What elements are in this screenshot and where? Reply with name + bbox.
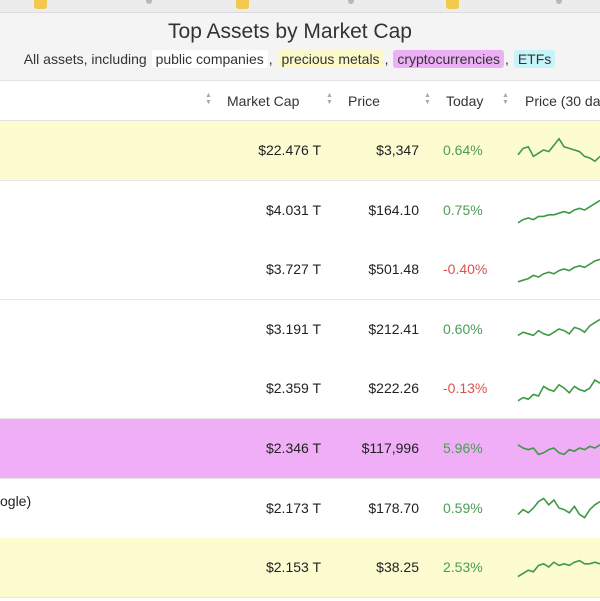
subtitle-prefix: All assets, including xyxy=(23,51,147,67)
sparkline-path xyxy=(517,318,600,337)
assets-table: ▲ ▼ Market Cap ▲ ▼ Price ▲ ▼ Today ▲ ▼ Price… xyxy=(0,80,600,601)
price-sparkline xyxy=(517,199,600,224)
price-sparkline xyxy=(517,444,600,456)
dot-icon xyxy=(556,0,562,4)
dot-icon xyxy=(146,0,152,4)
today-change: 5.96% xyxy=(443,440,483,456)
price-value: $164.10 xyxy=(368,201,419,218)
filter-precious-metals[interactable]: precious metals xyxy=(277,50,384,68)
price-sparkline xyxy=(517,137,600,163)
today-change: 0.60% xyxy=(443,320,483,337)
market-cap-value: $4.031 T xyxy=(265,201,321,218)
market-cap-value: $3.727 T xyxy=(265,261,321,278)
price-value: $501.48 xyxy=(368,261,419,278)
asset-name[interactable]: ogle) xyxy=(0,492,32,509)
today-change: -0.13% xyxy=(443,380,488,397)
sort-arrows-icon[interactable]: ▲ ▼ xyxy=(424,92,431,106)
sparkline-path xyxy=(517,199,600,224)
dot-icon xyxy=(348,0,354,4)
price-value: $38.25 xyxy=(376,559,419,576)
table-row[interactable]: $2.359 T $222.26 -0.13% xyxy=(0,359,600,420)
table-row[interactable]: $2.153 T $38.25 2.53% xyxy=(0,538,600,599)
today-change: 2.53% xyxy=(443,559,483,576)
filter-public-companies[interactable]: public companies xyxy=(151,50,268,68)
today-change: -0.40% xyxy=(443,261,488,278)
separator: , xyxy=(384,51,389,67)
market-cap-value: $22.476 T xyxy=(258,142,321,158)
today-change: 0.64% xyxy=(443,142,483,158)
sort-arrows-icon[interactable]: ▲ ▼ xyxy=(502,92,509,106)
market-cap-value: $2.359 T xyxy=(265,380,321,397)
sparkline-path xyxy=(517,137,600,163)
column-header-market-cap[interactable]: Market Cap xyxy=(227,93,300,109)
price-value: $3,347 xyxy=(376,142,419,158)
sort-arrows-icon[interactable]: ▲ ▼ xyxy=(205,92,212,106)
price-value: $222.26 xyxy=(368,380,419,397)
sort-arrows-icon[interactable]: ▲ ▼ xyxy=(326,92,333,106)
tag-icon xyxy=(446,0,459,9)
market-cap-value: $3.191 T xyxy=(265,320,321,337)
tag-icon xyxy=(236,0,249,9)
market-cap-value: $2.346 T xyxy=(265,440,321,456)
filter-etfs[interactable]: ETFs xyxy=(513,50,556,68)
price-value: $117,996 xyxy=(361,440,419,456)
separator: , xyxy=(505,51,509,67)
table-row[interactable]: $4.031 T $164.10 0.75% xyxy=(0,180,600,241)
sparkline-path xyxy=(517,444,600,456)
column-header-price-30-days[interactable]: Price (30 days) xyxy=(525,93,600,109)
table-row[interactable]: $2.346 T $117,996 5.96% xyxy=(0,419,600,479)
sparkline-path xyxy=(517,496,600,519)
price-sparkline xyxy=(517,496,600,519)
sparkline-path xyxy=(517,379,600,402)
tag-icon xyxy=(34,0,47,9)
price-value: $212.41 xyxy=(368,320,419,337)
page-title: Top Assets by Market Cap xyxy=(168,20,412,43)
table-row[interactable]: $3.191 T $212.41 0.60% xyxy=(0,299,600,360)
previous-row-strip xyxy=(0,0,600,13)
market-cap-value: $2.153 T xyxy=(265,559,321,576)
table-row[interactable]: ogle) $2.173 T $178.70 0.59% xyxy=(0,478,600,539)
sparkline-path xyxy=(517,559,600,578)
table-row[interactable]: $3.727 T $501.48 -0.40% xyxy=(0,240,600,301)
price-value: $178.70 xyxy=(368,499,419,516)
price-sparkline xyxy=(517,258,600,283)
separator: , xyxy=(268,51,273,67)
filter-cryptocurrencies[interactable]: cryptocurrencies xyxy=(393,50,505,68)
price-sparkline xyxy=(517,559,600,578)
today-change: 0.59% xyxy=(443,499,483,516)
column-header-today[interactable]: Today xyxy=(446,93,484,109)
table-row[interactable]: $22.476 T $3,347 0.64% xyxy=(0,121,600,181)
market-cap-value: $2.173 T xyxy=(265,499,321,516)
column-header-price[interactable]: Price xyxy=(348,93,380,109)
table-header: ▲ ▼ Market Cap ▲ ▼ Price ▲ ▼ Today ▲ ▼ Price… xyxy=(0,81,600,121)
sparkline-path xyxy=(517,258,600,283)
asset-filter-bar: All assets, including public companies, … xyxy=(0,50,580,68)
today-change: 0.75% xyxy=(443,201,483,218)
price-sparkline xyxy=(517,318,600,337)
price-sparkline xyxy=(517,379,600,402)
